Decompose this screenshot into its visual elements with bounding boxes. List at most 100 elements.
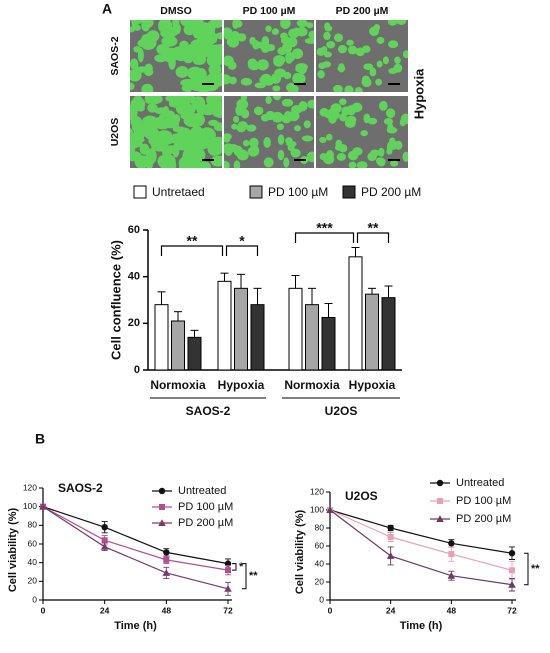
cell [172, 143, 180, 158]
cell [393, 63, 403, 73]
significance-label: ** [531, 563, 540, 575]
cell [356, 161, 368, 168]
cell [175, 66, 189, 78]
cell [323, 31, 331, 41]
bar [305, 304, 319, 371]
cell [280, 20, 291, 29]
legend-label: Untreated [456, 477, 504, 489]
significance-label: *** [316, 220, 333, 236]
cell [197, 161, 211, 168]
y-tick-label: 60 [28, 538, 38, 548]
significance-bracket [356, 232, 390, 243]
cell [240, 77, 253, 86]
cell [210, 155, 222, 167]
cells [319, 98, 408, 168]
cell [156, 130, 173, 142]
cell [186, 134, 196, 145]
cell [277, 149, 285, 161]
cell [224, 74, 232, 85]
y-axis-label: Cell viability (%) [294, 509, 306, 594]
cell [328, 113, 337, 124]
cell [139, 143, 150, 155]
y-tick-label: 60 [315, 540, 325, 550]
line [42, 506, 229, 565]
cell [224, 55, 234, 67]
cell [317, 70, 325, 79]
cell [272, 85, 281, 92]
cell [240, 96, 248, 102]
cell [382, 56, 389, 65]
cell [162, 110, 175, 119]
cell [175, 102, 193, 116]
cell [355, 47, 365, 57]
cell [333, 84, 343, 92]
column-label: DMSO [160, 5, 192, 17]
marker [101, 524, 108, 531]
cell [148, 131, 160, 145]
cell [242, 139, 250, 147]
cell [287, 37, 298, 48]
cell [192, 23, 200, 39]
cell [330, 103, 342, 114]
cell [257, 61, 264, 70]
cell [214, 123, 222, 132]
significance-bracket [232, 563, 237, 571]
micrographs [130, 20, 408, 168]
x-tick-label: Normoxia [150, 378, 206, 392]
cell [231, 123, 238, 130]
cell [344, 85, 354, 92]
cell [130, 104, 138, 121]
cell [378, 147, 385, 157]
line [42, 506, 229, 590]
chart-title: SAOS-2 [58, 481, 103, 495]
cell [181, 84, 190, 92]
cell [307, 99, 314, 109]
cell [291, 105, 303, 114]
cell [346, 39, 354, 46]
cell [211, 52, 222, 66]
bar [381, 297, 396, 371]
cell [290, 148, 301, 158]
cell [237, 121, 248, 130]
y-tick-label: 60 [128, 224, 140, 236]
marker [436, 515, 444, 522]
cell [233, 145, 243, 157]
legend-label: Untretaed [152, 185, 205, 199]
cell [308, 30, 314, 39]
legend-label: PD 100 µM [268, 185, 328, 199]
significance-bracket [160, 245, 224, 256]
x-tick-label: 72 [507, 605, 517, 615]
cell [233, 20, 243, 28]
cell [233, 160, 241, 168]
cell [237, 33, 247, 42]
significance-label: * [239, 233, 245, 249]
cell [387, 122, 394, 133]
marker [159, 504, 165, 510]
cell [347, 45, 358, 55]
cell [265, 43, 276, 52]
y-tick-label: 40 [128, 271, 140, 283]
cell [385, 108, 396, 119]
cell [146, 30, 160, 42]
marker [387, 534, 394, 540]
cell [287, 144, 295, 152]
cell [164, 154, 176, 168]
cell [172, 113, 181, 124]
cell [344, 118, 356, 128]
cell [130, 128, 134, 139]
cell [213, 66, 222, 74]
cell [283, 157, 290, 168]
cell [339, 98, 347, 106]
cell [338, 63, 345, 73]
significance-bracket [524, 552, 529, 586]
cell [348, 161, 357, 168]
cell [142, 20, 154, 28]
cell [306, 22, 314, 29]
cell [208, 78, 222, 87]
micrograph [224, 96, 314, 168]
cell [402, 50, 408, 59]
cell [215, 32, 222, 40]
cell [323, 51, 332, 58]
cell [318, 62, 327, 69]
marker [224, 585, 232, 592]
